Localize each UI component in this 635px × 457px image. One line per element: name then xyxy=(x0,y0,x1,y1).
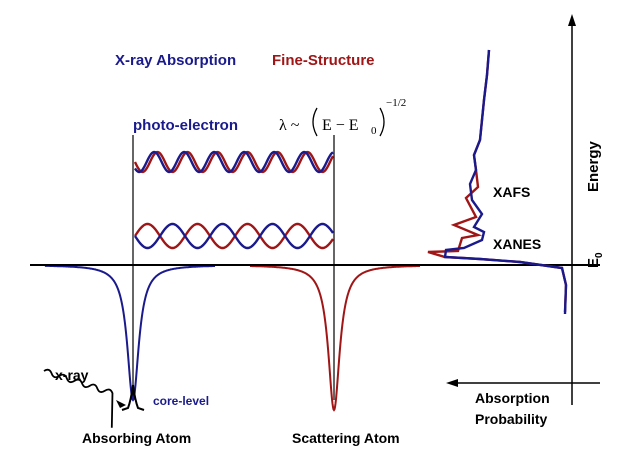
core-level-label: core-level xyxy=(153,394,209,408)
scattered-wave-bottom xyxy=(134,222,334,250)
scattering-atom-potential xyxy=(250,265,420,412)
formula-lambda: λ ~ xyxy=(279,117,300,134)
absorption-label-line2: Probability xyxy=(475,411,548,427)
outgoing-wave-top xyxy=(133,150,335,174)
photo-electron-label: photo-electron xyxy=(133,117,238,134)
xray-wavy-arrow xyxy=(43,368,114,428)
xray-label: x-ray xyxy=(55,367,89,383)
xanes-label: XANES xyxy=(493,236,541,252)
outgoing-wave-bottom xyxy=(134,222,334,250)
core-level-peak xyxy=(121,384,145,411)
wavelength-formula: λ ~ E − E 0 −1/2 xyxy=(279,97,406,137)
xafs-label: XAFS xyxy=(493,184,530,200)
absorption-label-line1: Absorption xyxy=(475,390,550,406)
energy-axis-label: Energy xyxy=(585,140,602,192)
spectrum-red-curve xyxy=(427,49,568,313)
e0-axis-label: E 0 xyxy=(585,252,605,268)
absorbing-atom-label: Absorbing Atom xyxy=(82,430,191,446)
xray-arrowhead xyxy=(116,400,126,408)
absorbing-atom-potential xyxy=(44,264,215,402)
formula-subscript: 0 xyxy=(371,125,377,137)
e0-label-sub: 0 xyxy=(594,252,605,258)
absorption-axis-arrowhead xyxy=(446,379,458,387)
energy-axis-arrowhead xyxy=(568,14,576,26)
title-fine-structure: Fine-Structure xyxy=(272,52,375,69)
spectrum-blue-curve xyxy=(443,49,568,315)
formula-close-paren xyxy=(379,107,385,137)
e0-label-e: E xyxy=(585,258,602,268)
formula-exponent: −1/2 xyxy=(386,97,406,109)
formula-open-paren xyxy=(312,107,318,137)
scattered-wave-top xyxy=(134,150,334,174)
title-xray-absorption: X-ray Absorption xyxy=(115,52,236,69)
formula-body: E − E xyxy=(322,117,359,134)
scattering-atom-label: Scattering Atom xyxy=(292,430,400,446)
